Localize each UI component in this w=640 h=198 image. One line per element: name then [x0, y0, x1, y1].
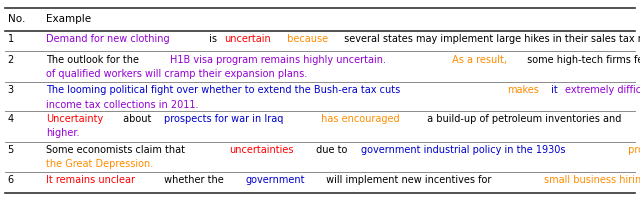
Text: the Great Depression.: the Great Depression.	[46, 159, 154, 169]
Text: has encouraged: has encouraged	[319, 114, 400, 124]
Text: because: because	[284, 34, 328, 44]
Text: 5: 5	[8, 145, 14, 155]
Text: Demand for new clothing: Demand for new clothing	[46, 34, 170, 44]
Text: whether the: whether the	[161, 175, 227, 186]
Text: is: is	[205, 34, 220, 44]
Text: about: about	[120, 114, 154, 124]
Text: 6: 6	[8, 175, 14, 186]
Text: No.: No.	[8, 14, 25, 24]
Text: The outlook for the: The outlook for the	[46, 55, 142, 65]
Text: 3: 3	[8, 85, 14, 95]
Text: H1B visa program remains highly uncertain.: H1B visa program remains highly uncertai…	[170, 55, 386, 65]
Text: some high-tech firms fear that: some high-tech firms fear that	[524, 55, 640, 65]
Text: The looming political fight over whether to extend the Bush-era tax cuts: The looming political fight over whether…	[46, 85, 403, 95]
Text: 2: 2	[8, 55, 14, 65]
Text: government industrial policy in the 1930s: government industrial policy in the 1930…	[361, 145, 566, 155]
Text: due to: due to	[313, 145, 350, 155]
Text: several states may implement large hikes in their sales tax rates.: several states may implement large hikes…	[341, 34, 640, 44]
Text: As a result,: As a result,	[449, 55, 507, 65]
Text: government: government	[246, 175, 305, 186]
Text: income tax collections in 2011.: income tax collections in 2011.	[46, 100, 198, 110]
Text: prolonged and deepened: prolonged and deepened	[625, 145, 640, 155]
Text: small business hiring.: small business hiring.	[544, 175, 640, 186]
Text: of qualified workers will cramp their expansion plans.: of qualified workers will cramp their ex…	[46, 69, 307, 79]
Text: Some economists claim that: Some economists claim that	[46, 145, 188, 155]
Text: 1: 1	[8, 34, 14, 44]
Text: extremely difficult to forecast federal: extremely difficult to forecast federal	[565, 85, 640, 95]
Text: uncertain: uncertain	[224, 34, 271, 44]
Text: it: it	[548, 85, 561, 95]
Text: It remains unclear: It remains unclear	[46, 175, 135, 186]
Text: will implement new incentives for: will implement new incentives for	[323, 175, 494, 186]
Text: Uncertainty: Uncertainty	[46, 114, 103, 124]
Text: Example: Example	[46, 14, 92, 24]
Text: uncertainties: uncertainties	[230, 145, 294, 155]
Text: prospects for war in Iraq: prospects for war in Iraq	[164, 114, 284, 124]
Text: makes: makes	[508, 85, 539, 95]
Text: higher.: higher.	[46, 128, 79, 138]
Text: 4: 4	[8, 114, 14, 124]
Text: a build-up of petroleum inventories and: a build-up of petroleum inventories and	[424, 114, 625, 124]
